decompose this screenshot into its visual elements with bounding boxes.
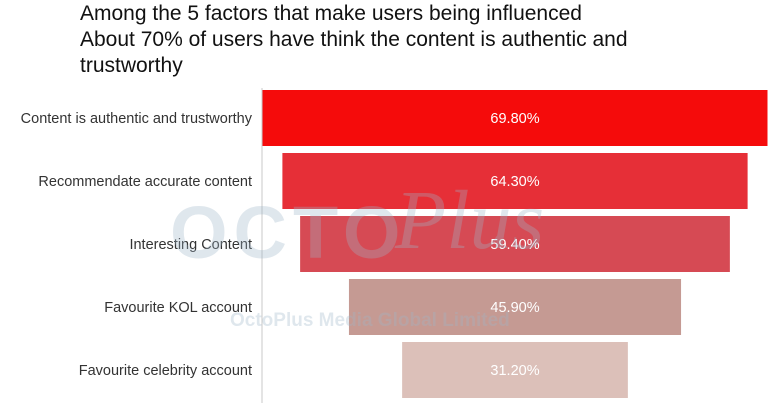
category-labels-layer: Content is authentic and trustworthy Reco…	[21, 111, 253, 379]
value-label: 45.90%	[490, 300, 539, 316]
category-label: Favourite KOL account	[104, 300, 252, 316]
chart-title: Among the 5 factors that make users bein…	[80, 2, 628, 77]
category-label: Favourite celebrity account	[79, 363, 252, 379]
value-labels-layer: 69.80% 64.30% 59.40% 45.90% 31.20%	[490, 111, 539, 379]
value-label: 31.20%	[490, 363, 539, 379]
value-label: 69.80%	[490, 111, 539, 127]
value-label: 59.40%	[490, 237, 539, 253]
funnel-bar	[300, 216, 730, 272]
category-label: Interesting Content	[129, 237, 252, 253]
funnel-bar	[282, 153, 748, 209]
funnel-bar	[402, 342, 628, 398]
category-label: Content is authentic and trustworthy	[21, 111, 253, 127]
funnel-bar	[348, 279, 682, 335]
value-label: 64.30%	[490, 174, 539, 190]
funnel-bar	[262, 90, 768, 146]
category-label: Recommendate accurate content	[38, 174, 252, 190]
bars-layer	[262, 90, 768, 398]
